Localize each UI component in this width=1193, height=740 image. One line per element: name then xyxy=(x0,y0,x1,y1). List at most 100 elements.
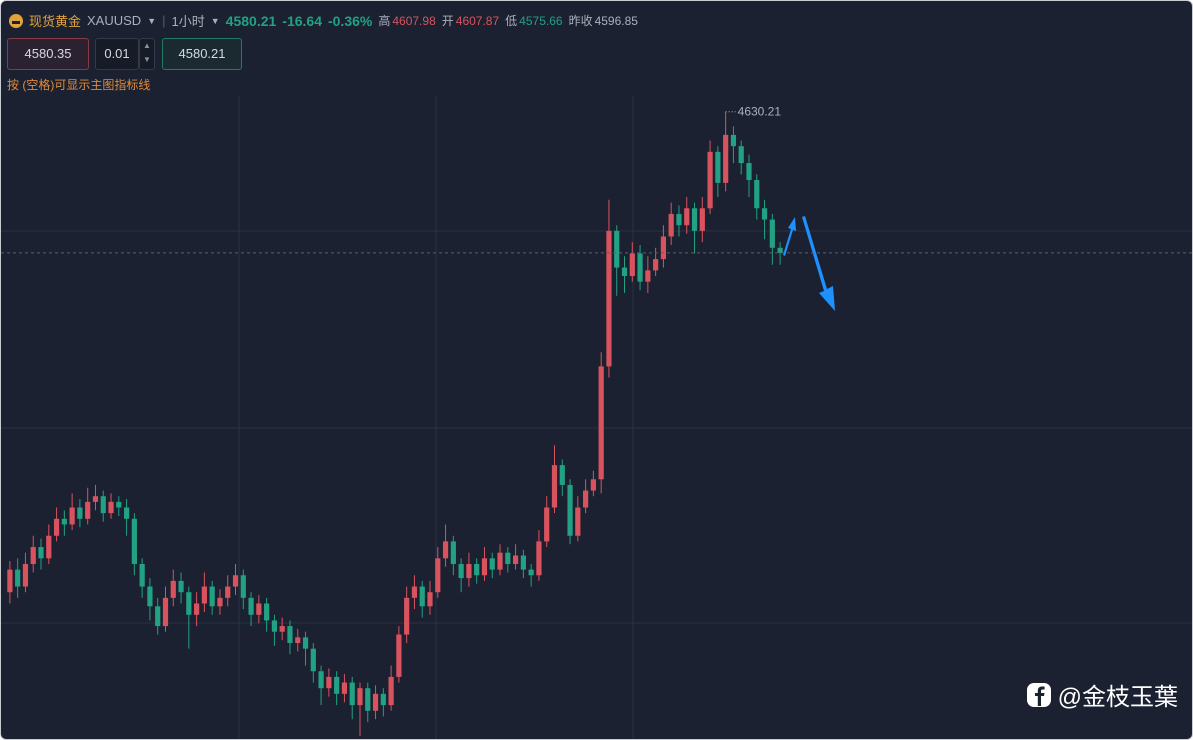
candle-body xyxy=(264,603,270,621)
price: 4580.21 xyxy=(225,12,277,29)
candle-body xyxy=(668,213,674,237)
candle-body xyxy=(458,563,464,579)
candle-body xyxy=(761,208,768,220)
hint: 按 (空格)可显示主图指标线 xyxy=(7,78,151,92)
candle-body xyxy=(92,496,99,502)
low: 4575.66 xyxy=(519,13,563,28)
candle-body xyxy=(287,626,293,644)
candle-body xyxy=(614,230,620,268)
candle-body xyxy=(559,465,565,485)
candle-body xyxy=(279,626,285,632)
candle-body xyxy=(46,535,52,559)
candle-body xyxy=(194,603,200,615)
sell-button[interactable]: 4580.35 xyxy=(7,38,89,70)
high: 4607.98 xyxy=(392,13,436,28)
candle-body xyxy=(116,501,122,508)
candle-body xyxy=(676,213,682,226)
candle-body xyxy=(240,575,246,598)
open-label: 开 xyxy=(441,14,454,28)
symbol[interactable]: XAUUSD xyxy=(87,13,142,28)
arrows xyxy=(783,216,835,311)
candle-body xyxy=(7,569,13,593)
candle-body xyxy=(69,507,75,525)
candle-body xyxy=(349,682,355,706)
candle-body xyxy=(544,507,550,542)
candle-body xyxy=(583,490,589,508)
candle-body xyxy=(738,146,744,164)
candle-body xyxy=(123,507,130,519)
candle-body xyxy=(489,558,495,570)
candle-body xyxy=(108,501,114,514)
candle-body xyxy=(186,592,192,615)
candle-body xyxy=(512,555,519,564)
candle-body xyxy=(334,676,340,694)
separator: | xyxy=(162,13,166,28)
candle-body xyxy=(357,688,363,706)
change: -16.64 xyxy=(282,12,322,29)
candle-body xyxy=(404,597,410,635)
candle-body xyxy=(341,682,348,694)
candle-body xyxy=(684,208,690,226)
dropdown-caret[interactable]: ▼ xyxy=(210,15,220,26)
candle-body xyxy=(15,569,21,587)
candle-body xyxy=(575,507,581,536)
candle-body xyxy=(85,501,91,519)
candle-body xyxy=(497,552,503,570)
candle-body xyxy=(660,236,667,260)
name: 现货黄金 xyxy=(29,14,82,29)
candle-body xyxy=(551,465,558,508)
dropdown-caret[interactable]: ▼ xyxy=(147,15,157,26)
candle-body xyxy=(419,586,425,607)
candle-body xyxy=(310,648,316,672)
candle-body xyxy=(590,479,596,491)
watermark: @金枝玉葉 xyxy=(1026,677,1178,712)
candle-body xyxy=(178,580,184,593)
high-label: 高 xyxy=(378,14,391,28)
candle-body xyxy=(38,547,44,559)
candle-body xyxy=(653,259,659,271)
candle-body xyxy=(201,586,207,604)
candle-body xyxy=(746,163,752,181)
candle-body xyxy=(77,507,83,519)
candle-body xyxy=(162,597,169,627)
candle-body xyxy=(435,558,441,593)
candle-body xyxy=(155,606,161,627)
candle-body xyxy=(474,563,480,576)
prev-close-label: 昨收 xyxy=(568,14,593,28)
candle-body xyxy=(232,575,239,587)
candle-body xyxy=(372,693,379,711)
candle-body xyxy=(520,555,526,570)
candle-body xyxy=(225,586,231,598)
candle-body xyxy=(170,580,176,598)
candle-body xyxy=(754,180,760,209)
candle-body xyxy=(380,693,386,706)
candle-body xyxy=(131,518,137,564)
candle-body xyxy=(567,484,573,536)
header: 现货黄金 XAUUSD ▼ | 1小时 ▼ 4580.21 -16.64 -0.36… xyxy=(9,11,638,30)
candle-body xyxy=(505,552,511,564)
candle-body xyxy=(365,688,371,711)
candle-body xyxy=(450,541,456,564)
up-arrow xyxy=(783,217,796,256)
low-label: 低 xyxy=(505,14,518,28)
buy-button[interactable]: 4580.21 xyxy=(162,38,242,70)
candle-body xyxy=(707,151,713,209)
candle-body xyxy=(536,541,542,576)
candle-body xyxy=(466,563,472,579)
interval[interactable]: 1小时 xyxy=(171,14,205,29)
candle-body xyxy=(411,586,418,598)
watermark-logo xyxy=(1026,682,1051,707)
watermark-text: @金枝玉葉 xyxy=(1057,684,1178,711)
candle-body xyxy=(481,558,488,576)
candle-body xyxy=(621,267,628,277)
candle-body xyxy=(22,563,29,587)
lots-input[interactable]: 0.01 xyxy=(95,38,139,70)
candle-body xyxy=(637,253,643,282)
candle-body xyxy=(61,518,67,525)
candle-body xyxy=(606,230,612,367)
prev-close: 4596.85 xyxy=(594,13,638,28)
candle-body xyxy=(217,597,223,607)
lots-spinner[interactable]: ▲ ▼ xyxy=(139,38,155,70)
